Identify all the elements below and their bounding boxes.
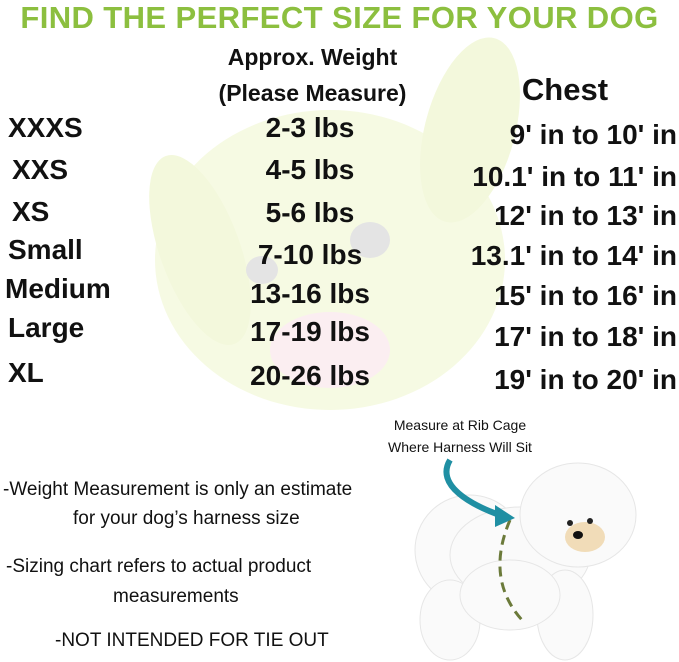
note-sizing: -Sizing chart refers to actual product xyxy=(6,556,312,577)
weight-value: 17-19 lbs xyxy=(250,316,370,347)
note-tie-out: -NOT INTENDED FOR TIE OUT xyxy=(55,630,329,651)
weight-value: 20-26 lbs xyxy=(250,360,370,391)
weight-value: 13-16 lbs xyxy=(250,278,370,309)
chest-value: 17' in to 18' in xyxy=(494,321,677,352)
weight-header-note: (Please Measure) xyxy=(218,80,407,106)
size-label: Large xyxy=(8,312,85,343)
chest-value: 13.1' in to 14' in xyxy=(470,240,677,271)
size-label: XXXS xyxy=(8,112,83,143)
diagram-caption: Where Harness Will Sit xyxy=(388,439,532,455)
weight-value: 4-5 lbs xyxy=(265,154,355,185)
note-sizing-cont: measurements xyxy=(113,586,239,607)
chest-value: 10.1' in to 11' in xyxy=(472,161,677,192)
diagram-caption: Measure at Rib Cage xyxy=(393,417,527,433)
note-weight: -Weight Measurement is only an estimate xyxy=(3,479,353,500)
note-weight-cont: for your dog’s harness size xyxy=(73,508,300,529)
size-label: XL xyxy=(8,357,44,388)
chest-value: 9' in to 10' in xyxy=(509,119,677,150)
chest-value: 12' in to 13' in xyxy=(494,200,677,231)
size-label: Medium xyxy=(5,273,111,304)
arrow-icon xyxy=(443,458,506,520)
chest-value: 19' in to 20' in xyxy=(494,364,677,395)
dog-photo xyxy=(414,458,637,661)
size-label: Small xyxy=(8,234,83,265)
weight-value: 7-10 lbs xyxy=(257,239,363,270)
size-label: XS xyxy=(12,196,50,227)
weight-value: 2-3 lbs xyxy=(265,112,355,143)
weight-header: Approx. Weight xyxy=(227,44,398,70)
weight-value: 5-6 lbs xyxy=(265,197,355,228)
size-label: XXS xyxy=(12,154,69,185)
chest-value: 15' in to 16' in xyxy=(494,280,677,311)
measure-line xyxy=(498,519,524,622)
chest-header: Chest xyxy=(521,72,609,107)
page-title: FIND THE PERFECT SIZE FOR YOUR DOG xyxy=(20,0,659,35)
